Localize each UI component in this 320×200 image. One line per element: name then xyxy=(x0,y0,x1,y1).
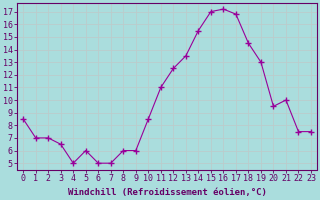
X-axis label: Windchill (Refroidissement éolien,°C): Windchill (Refroidissement éolien,°C) xyxy=(68,188,267,197)
